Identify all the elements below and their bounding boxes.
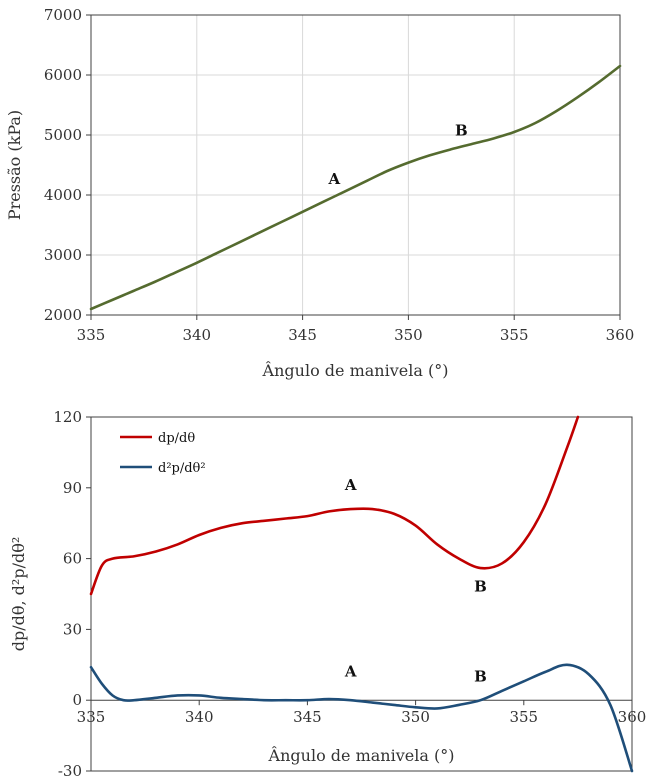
legend-label: d²p/dθ² — [158, 461, 206, 476]
y-tick-label: -30 — [58, 762, 82, 780]
derivative-x-ticks: 335 340 345 350 355 360 — [77, 700, 646, 726]
annotation-label: B — [474, 667, 487, 685]
pressure-annotations: AB — [328, 122, 468, 189]
x-tick-label: 340 — [182, 326, 211, 344]
series-line-0 — [89, 64, 622, 311]
derivative-y-axis-label: dp/dθ, d²p/dθ² — [9, 537, 28, 652]
y-tick-label: 90 — [63, 479, 82, 497]
y-tick-label: 6000 — [44, 66, 82, 84]
series-line-0 — [89, 415, 580, 596]
annotation-label: B — [455, 122, 468, 140]
annotation-label: A — [344, 663, 357, 681]
series-line-1 — [89, 663, 634, 773]
annotation-label: B — [474, 578, 487, 596]
derivative-x-axis-label: Ângulo de manivela (°) — [268, 745, 455, 765]
y-tick-label: 120 — [53, 408, 82, 426]
x-tick-label: 335 — [77, 326, 106, 344]
pressure-plot-frame — [90, 14, 621, 316]
y-tick-label: 3000 — [44, 246, 82, 264]
x-tick-label: 350 — [401, 708, 430, 726]
x-tick-label: 345 — [293, 708, 322, 726]
pressure-x-ticks: 335 340 345 350 355 360 — [77, 315, 635, 344]
y-tick-label: 30 — [63, 620, 82, 638]
annotation-label: A — [344, 476, 357, 494]
derivative-y-ticks: -30 0 30 60 90 120 — [53, 408, 91, 780]
derivative-chart: -30 0 30 60 90 120 335 340 345 350 355 360 A B A B dp… — [9, 408, 646, 780]
pressure-x-axis-label: Ângulo de manivela (°) — [262, 360, 449, 380]
x-tick-label: 345 — [288, 326, 317, 344]
annotation-label: A — [328, 170, 341, 188]
x-tick-label: 360 — [606, 326, 635, 344]
x-tick-label: 350 — [394, 326, 423, 344]
x-tick-label: 360 — [618, 708, 646, 726]
y-tick-label: 0 — [72, 691, 82, 709]
y-tick-label: 5000 — [44, 126, 82, 144]
legend-label: dp/dθ — [158, 431, 195, 446]
pressure-y-axis-label: Pressão (kPa) — [5, 110, 24, 220]
x-tick-label: 355 — [509, 708, 538, 726]
y-tick-label: 2000 — [44, 306, 82, 324]
derivative-legend: dp/dθ d²p/dθ² — [120, 431, 206, 476]
pressure-grid — [90, 14, 621, 316]
x-tick-label: 355 — [500, 326, 529, 344]
y-tick-label: 4000 — [44, 186, 82, 204]
x-tick-label: 340 — [185, 708, 214, 726]
derivative-annotations: A B A B — [344, 476, 487, 685]
derivative-series — [89, 415, 634, 773]
x-tick-label: 335 — [77, 708, 106, 726]
y-tick-label: 60 — [63, 550, 82, 568]
pressure-series — [89, 64, 622, 311]
pressure-y-ticks: 2000 3000 4000 5000 6000 7000 — [44, 6, 91, 324]
y-tick-label: 7000 — [44, 6, 82, 24]
pressure-chart: 2000 3000 4000 5000 6000 7000 335 340 345 350 355… — [5, 6, 634, 380]
